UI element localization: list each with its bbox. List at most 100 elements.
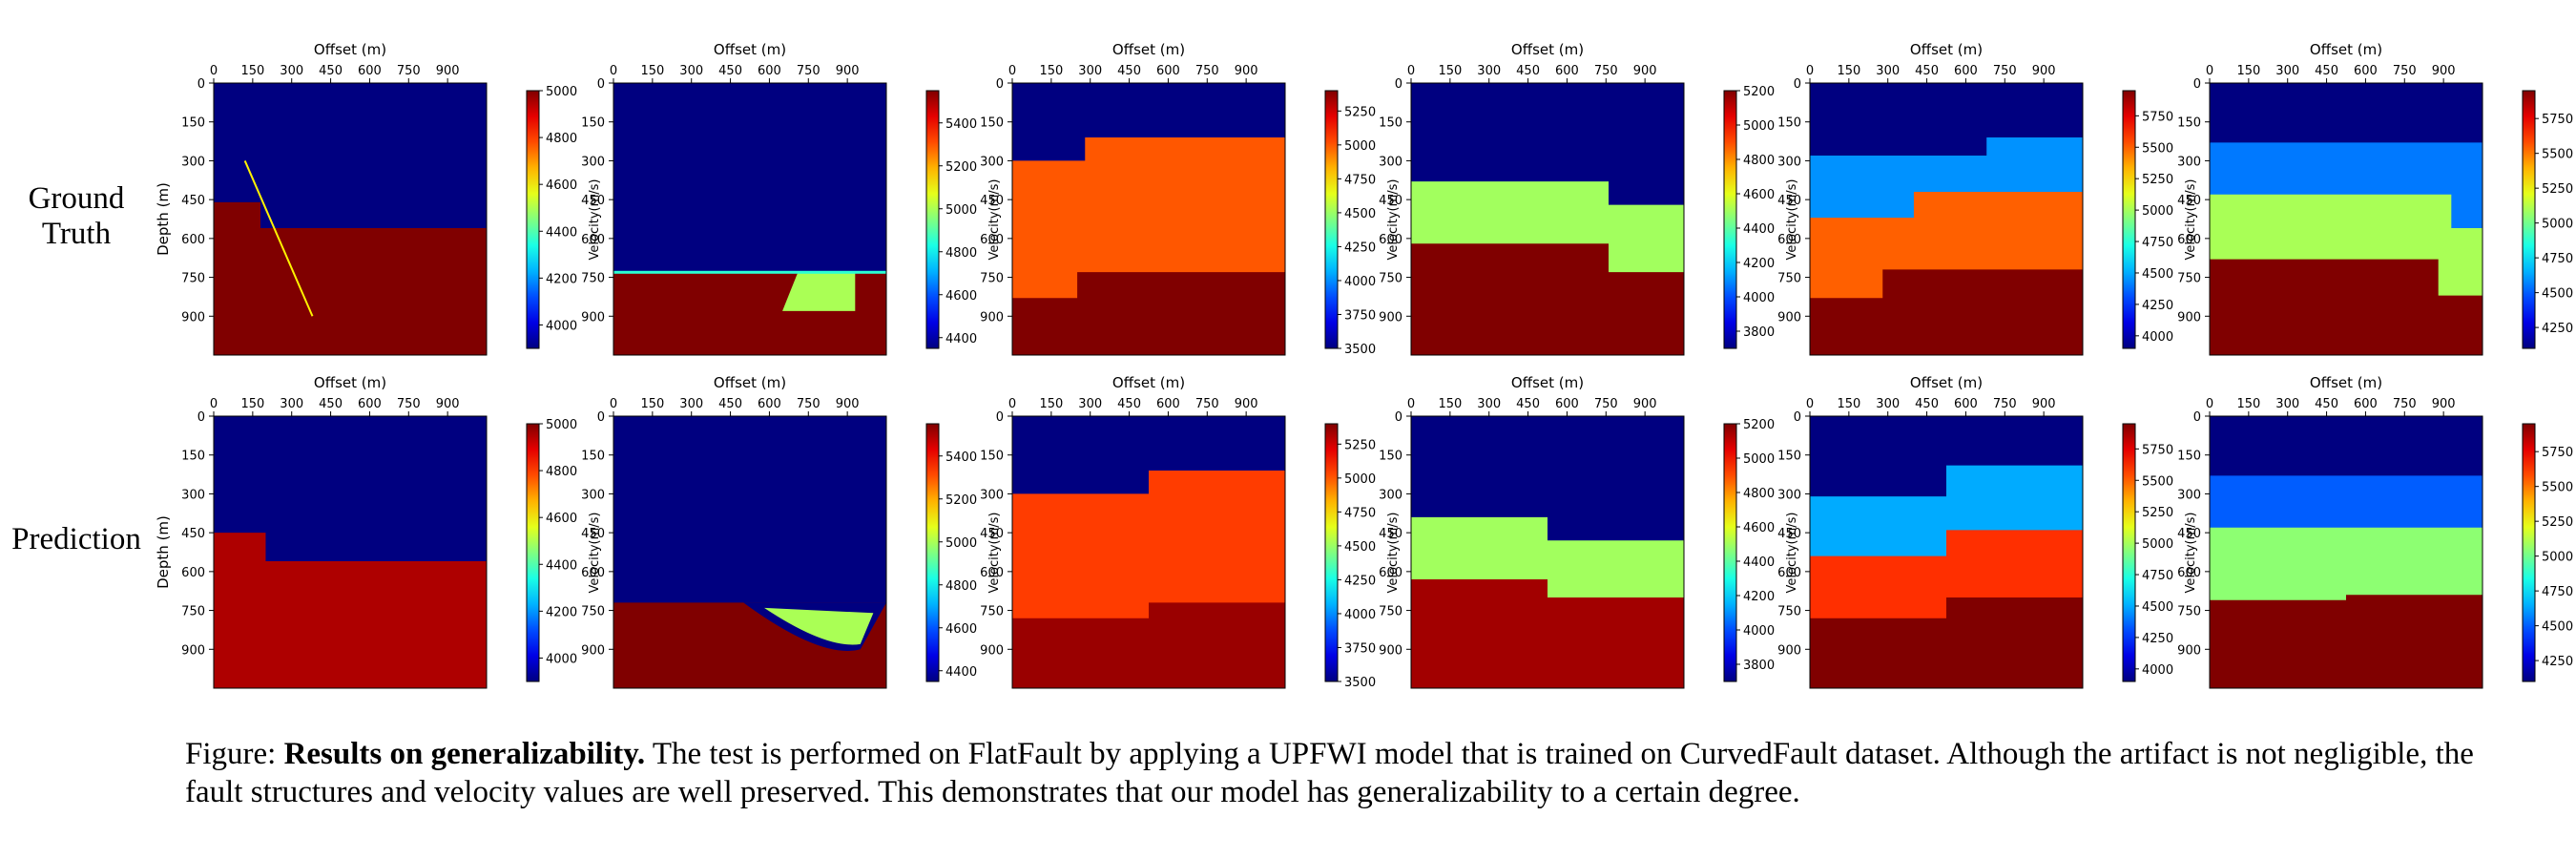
y-tick-label: 300 [181,488,205,502]
colorbar-tick-label: 4500 [1344,540,1376,555]
colorbar-tick-label: 5500 [2142,141,2173,156]
velocity-panel-r0c5: 0 150 300 450 600 750 900 Offset (m) 0 150 300 450 6… [2177,41,2573,356]
colorbar-tick-label: 4600 [945,289,977,304]
x-tick-label: 0 [2206,397,2213,411]
y-tick-label: 300 [1777,155,1801,169]
panel-frame [613,415,887,689]
x-tick-label: 600 [2354,64,2378,78]
y-tick-label: 150 [980,450,1004,464]
colorbar-tick-label: 4200 [546,272,577,286]
colorbar-tick-label: 4500 [2142,600,2173,615]
x-tick-label: 150 [1039,64,1063,78]
panel-body [613,83,886,355]
colorbar-tick-label: 4250 [2142,632,2173,646]
colorbar-tick-label: 4750 [2142,236,2173,250]
y-tick-label: 450 [181,527,205,541]
colorbar-tick-label: 5000 [546,418,577,432]
y-tick-label: 750 [980,605,1004,619]
velocity-panel-r1c1: 0 150 300 450 600 750 900 Offset (m) 0 150 300 450 6… [581,374,1002,689]
colorbar-tick-label: 5200 [1743,85,1775,99]
bowl-green-rim [763,607,874,645]
x-tick-label: 900 [2032,397,2056,411]
colorbar-label: Velocity(m/s) [2184,513,2198,594]
velocity-layer [214,533,487,688]
y-tick-label: 450 [1379,527,1402,541]
colorbar-tick-label: 4600 [546,512,577,526]
colorbar-label: Velocity(m/s) [2184,179,2198,261]
y-tick-label: 600 [1777,233,1801,247]
figure: Ground Truth Prediction 0 150 300 450 600 750… [11,41,2573,690]
colorbar-tick-label: 5750 [2542,446,2573,460]
colorbar-tick-label: 5000 [945,536,977,551]
colorbar [925,423,940,682]
y-tick-label: 450 [980,527,1004,541]
y-tick-label: 150 [1379,116,1402,131]
y-axis-label: Depth (m) [155,515,172,589]
y-tick-label: 600 [1379,233,1402,247]
x-tick-label: 900 [436,397,460,411]
panel-frame [1410,82,1685,356]
y-tick-label: 600 [181,566,205,580]
x-tick-label: 900 [1633,64,1657,78]
x-tick-label: 750 [1594,397,1618,411]
velocity-panel-r0c0: 0 150 300 450 600 750 900 Offset (m) 0 150 300 450 6… [155,41,602,356]
x-tick-label: 450 [1516,397,1540,411]
y-tick-label: 750 [1777,272,1801,286]
y-tick-label: 300 [1379,488,1402,502]
panel-body [1810,83,2083,355]
colorbar-tick-label: 4800 [546,465,577,479]
y-tick-label: 0 [597,410,605,425]
x-tick-label: 450 [2315,397,2338,411]
panel-body [2210,416,2483,688]
y-tick-label: 150 [581,116,605,131]
y-tick-label: 750 [581,605,605,619]
colorbar-tick-label: 5000 [2542,218,2573,232]
y-tick-label: 150 [2177,116,2201,131]
colorbar [1324,90,1339,349]
colorbar-tick-label: 5500 [2142,474,2173,489]
colorbar-label: Velocity(m/s) [588,513,602,594]
velocity-layer [1411,579,1684,688]
panel-frame [213,82,488,356]
colorbar-tick-label: 3750 [1344,641,1376,656]
x-tick-label: 900 [2432,397,2456,411]
y-tick-label: 900 [1777,643,1801,658]
y-tick-label: 900 [1379,643,1402,658]
colorbar-tick-label: 5250 [2542,515,2573,530]
colorbar-tick-label: 5000 [945,203,977,218]
x-tick-label: 150 [2236,397,2260,411]
velocity-layer [1411,243,1684,355]
x-tick-label: 750 [797,64,821,78]
y-tick-label: 150 [181,450,205,464]
x-axis-label: Offset (m) [1112,41,1185,58]
colorbar-tick-label: 4500 [1344,207,1376,221]
y-tick-label: 300 [581,155,605,169]
x-tick-label: 0 [210,397,218,411]
x-tick-label: 150 [240,397,264,411]
caption-text: The test is performed on FlatFault by ap… [185,737,2474,809]
y-tick-label: 750 [1379,272,1402,286]
x-axis-label: Offset (m) [1511,374,1584,391]
y-tick-label: 900 [2177,643,2201,658]
fault-line [243,160,314,317]
y-tick-label: 150 [980,116,1004,131]
row-label-ground-truth-line1: Ground [29,181,125,216]
x-tick-label: 450 [319,397,343,411]
y-tick-label: 300 [980,155,1004,169]
y-tick-label: 750 [1777,605,1801,619]
colorbar-tick-label: 4400 [945,665,977,680]
y-tick-label: 750 [980,272,1004,286]
x-tick-label: 600 [358,397,382,411]
colorbar-tick-label: 4600 [945,622,977,637]
panel-body [2210,83,2483,355]
y-tick-label: 150 [181,116,205,131]
x-tick-label: 300 [1477,64,1501,78]
y-tick-label: 750 [581,272,605,286]
x-tick-label: 450 [718,64,742,78]
y-tick-label: 750 [181,605,205,619]
x-tick-label: 600 [2354,397,2378,411]
x-tick-label: 750 [1993,64,2017,78]
y-tick-label: 450 [1777,194,1801,208]
caption-prefix: Figure: [185,737,284,771]
panel-body [214,83,487,355]
